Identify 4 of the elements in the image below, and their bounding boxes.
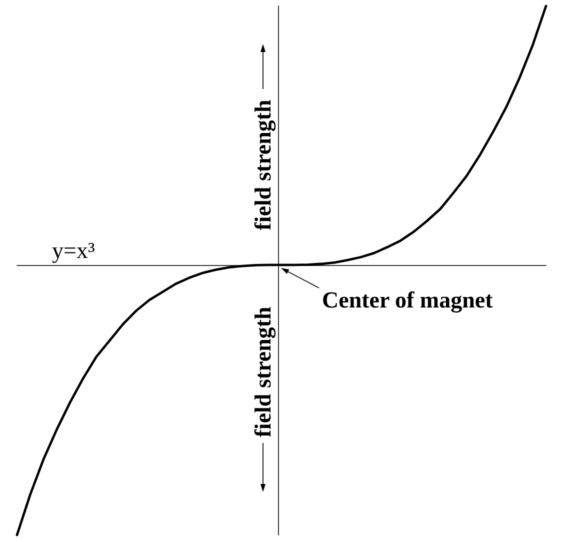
annotation: field strength xyxy=(250,99,276,230)
annotation: y=x³ xyxy=(52,238,95,263)
annotation: Center of magnet xyxy=(322,287,494,314)
annotation: field strength xyxy=(250,306,276,438)
